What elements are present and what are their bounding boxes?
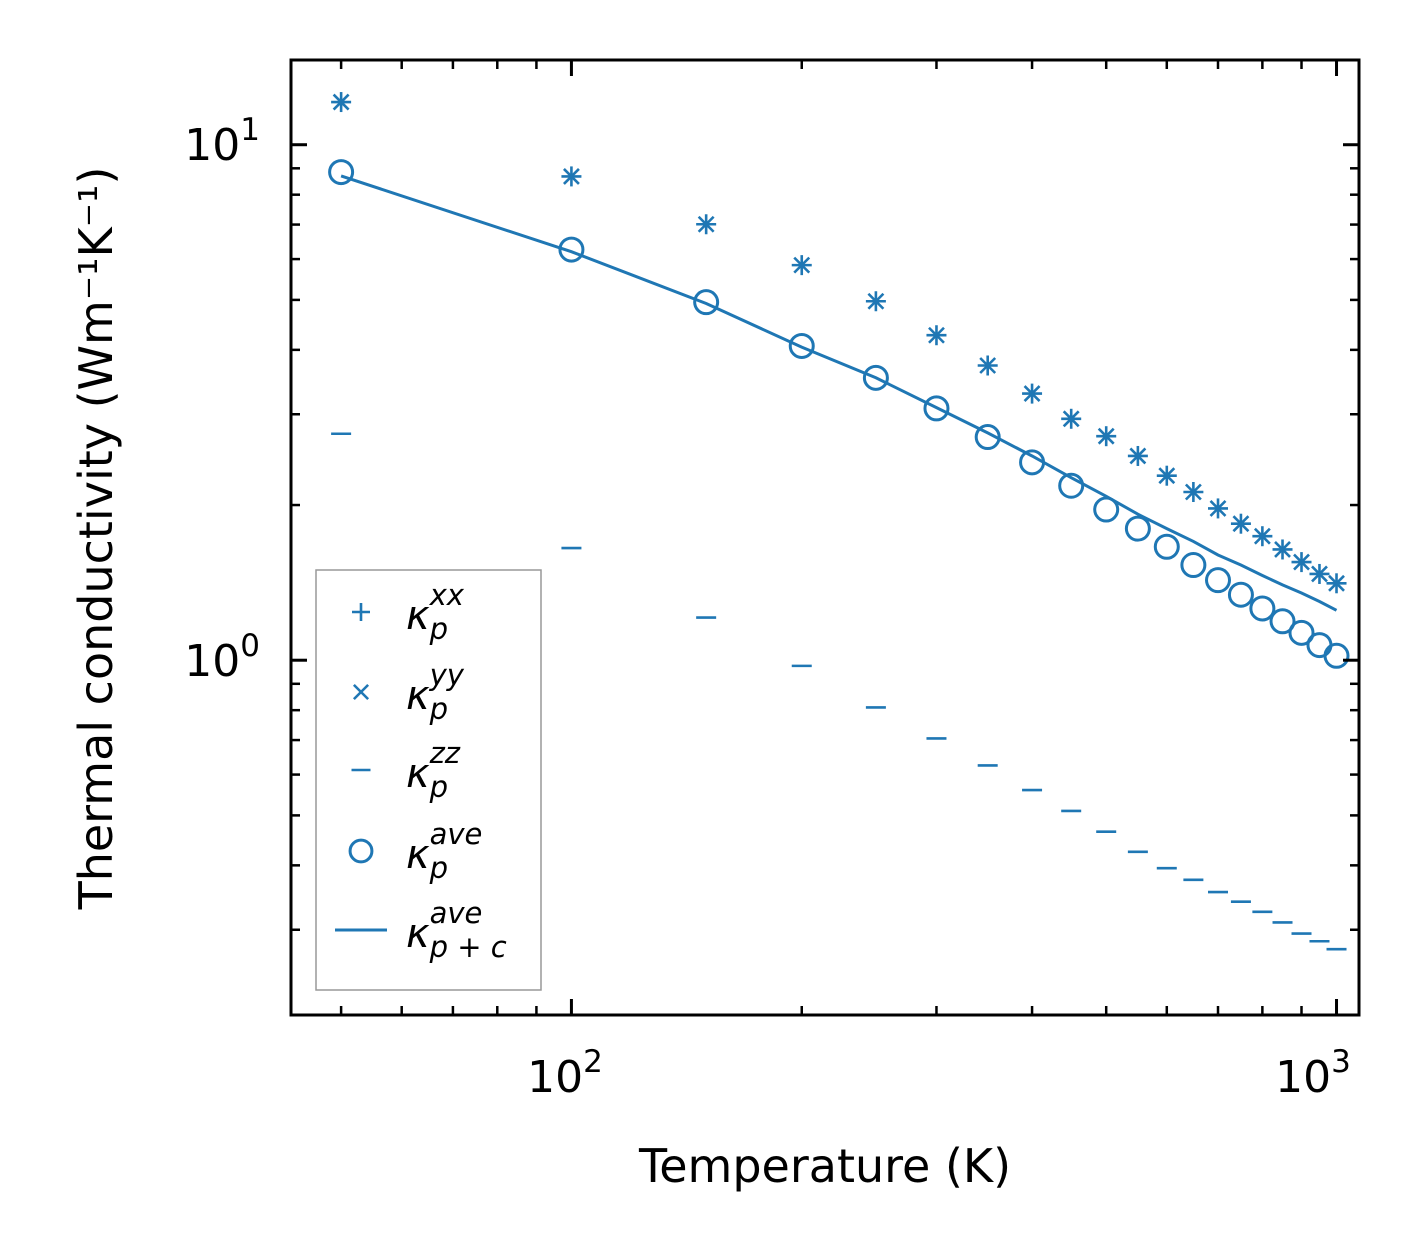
data-point [693, 289, 720, 316]
data-point [1293, 553, 1310, 571]
legend-marker [348, 838, 374, 864]
legend-label: κpave [406, 817, 482, 885]
data-point [1232, 515, 1250, 533]
data-point [1253, 527, 1271, 545]
data-point [1058, 472, 1085, 499]
legend-label: κp + cave [406, 896, 507, 964]
legend-entry: κpzz [351, 736, 461, 804]
data-point [332, 93, 350, 111]
series-ave-pc [340, 174, 1338, 612]
data-point [979, 357, 997, 374]
data-point [1209, 500, 1227, 517]
legend-label: κpxx [406, 578, 465, 646]
legend: κpxx κpyy κpzz κpave κp + cave [315, 569, 542, 991]
svg-text:100: 100 [184, 628, 260, 687]
legend-entry: κpxx [352, 578, 465, 646]
data-point [1097, 427, 1115, 445]
series-ave [328, 159, 1350, 669]
data-point [867, 292, 885, 310]
svg-text:103: 103 [1275, 1044, 1351, 1103]
data-point [328, 159, 355, 186]
legend-marker [352, 603, 370, 621]
data-point [1062, 410, 1080, 428]
data-point [1093, 496, 1120, 523]
data-point [793, 256, 811, 274]
data-point [928, 326, 945, 344]
legend-entry: κpyy [352, 658, 465, 726]
legend-label: κpzz [406, 736, 461, 804]
series-zz [331, 432, 1347, 951]
series-yy [332, 93, 1345, 592]
data-point [862, 364, 889, 391]
x-tick-label: 102 [527, 1044, 603, 1103]
svg-text:101: 101 [184, 112, 260, 171]
data-point [923, 395, 950, 422]
x-tick-label: 103 [1275, 1044, 1351, 1103]
svg-text:102: 102 [527, 1044, 603, 1103]
series-xx [331, 92, 1347, 594]
data-point [1184, 483, 1202, 501]
data-point [697, 215, 715, 233]
data-point [563, 167, 580, 185]
y-tick-label: 101 [184, 112, 260, 171]
data-point [1323, 642, 1350, 669]
y-tick-label: 100 [184, 628, 260, 687]
data-point [1023, 385, 1041, 403]
data-point [558, 236, 585, 263]
legend-frame [315, 569, 542, 991]
series-line [340, 174, 1338, 612]
y-axis-label: Thermal conductivity (Wm⁻¹K⁻¹) [69, 167, 123, 911]
data-point [1328, 574, 1345, 592]
data-point [1274, 541, 1291, 558]
data-point [1249, 595, 1276, 622]
x-axis-label: Temperature (K) [638, 1139, 1011, 1193]
data-point [1306, 632, 1333, 659]
data-point [1124, 515, 1151, 542]
data-point [1129, 447, 1147, 465]
legend-entry: κpave [348, 817, 482, 885]
data-point [1153, 533, 1180, 560]
legend-entry: κp + cave [335, 896, 507, 964]
data-point [1180, 552, 1207, 579]
legend-marker [352, 683, 370, 701]
data-point [1227, 581, 1254, 608]
data-point [1288, 619, 1315, 646]
data-point [1269, 608, 1296, 635]
data-point [788, 332, 815, 359]
data-point [1311, 565, 1328, 583]
data-layer [328, 92, 1350, 951]
legend-label: κpyy [406, 658, 465, 726]
data-point [1205, 567, 1232, 594]
data-point [1158, 467, 1176, 485]
data-point [974, 424, 1001, 451]
plot-frame [289, 58, 1361, 1017]
